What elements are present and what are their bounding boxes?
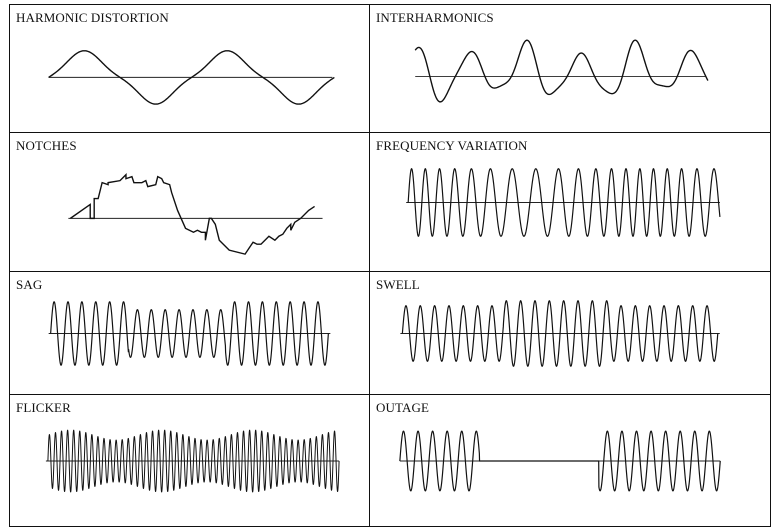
outage-waveform [399, 430, 721, 492]
panel-label: OUTAGE [376, 400, 429, 415]
panel-harmonic-distortion: HARMONIC DISTORTION [10, 5, 370, 133]
panel-swell: SWELL [370, 272, 770, 395]
panel-outage: OUTAGE [370, 395, 770, 526]
sag-waveform [48, 301, 331, 366]
panel-label: NOTCHES [16, 138, 77, 153]
panel-label: SAG [16, 277, 43, 292]
panel-sag: SAG [10, 272, 370, 395]
disturbance-grid: HARMONIC DISTORTION INTERHARMONICS NOTCH… [9, 4, 771, 527]
panel-flicker: FLICKER [10, 395, 370, 526]
panel-label: INTERHARMONICS [376, 10, 494, 25]
interharmonics-waveform [414, 39, 709, 103]
panel-frequency-variation: FREQUENCY VARIATION [370, 133, 770, 272]
panel-label: HARMONIC DISTORTION [16, 10, 169, 25]
swell-waveform [400, 300, 720, 367]
harmonic-distortion-waveform [48, 50, 335, 105]
panel-label: FREQUENCY VARIATION [376, 138, 528, 153]
frequency-variation-waveform [406, 167, 721, 238]
panel-label: FLICKER [16, 400, 71, 415]
panel-label: SWELL [376, 277, 420, 292]
flicker-waveform [45, 429, 340, 493]
notches-waveform [68, 173, 323, 255]
panel-interharmonics: INTERHARMONICS [370, 5, 770, 133]
panel-notches: NOTCHES [10, 133, 370, 272]
